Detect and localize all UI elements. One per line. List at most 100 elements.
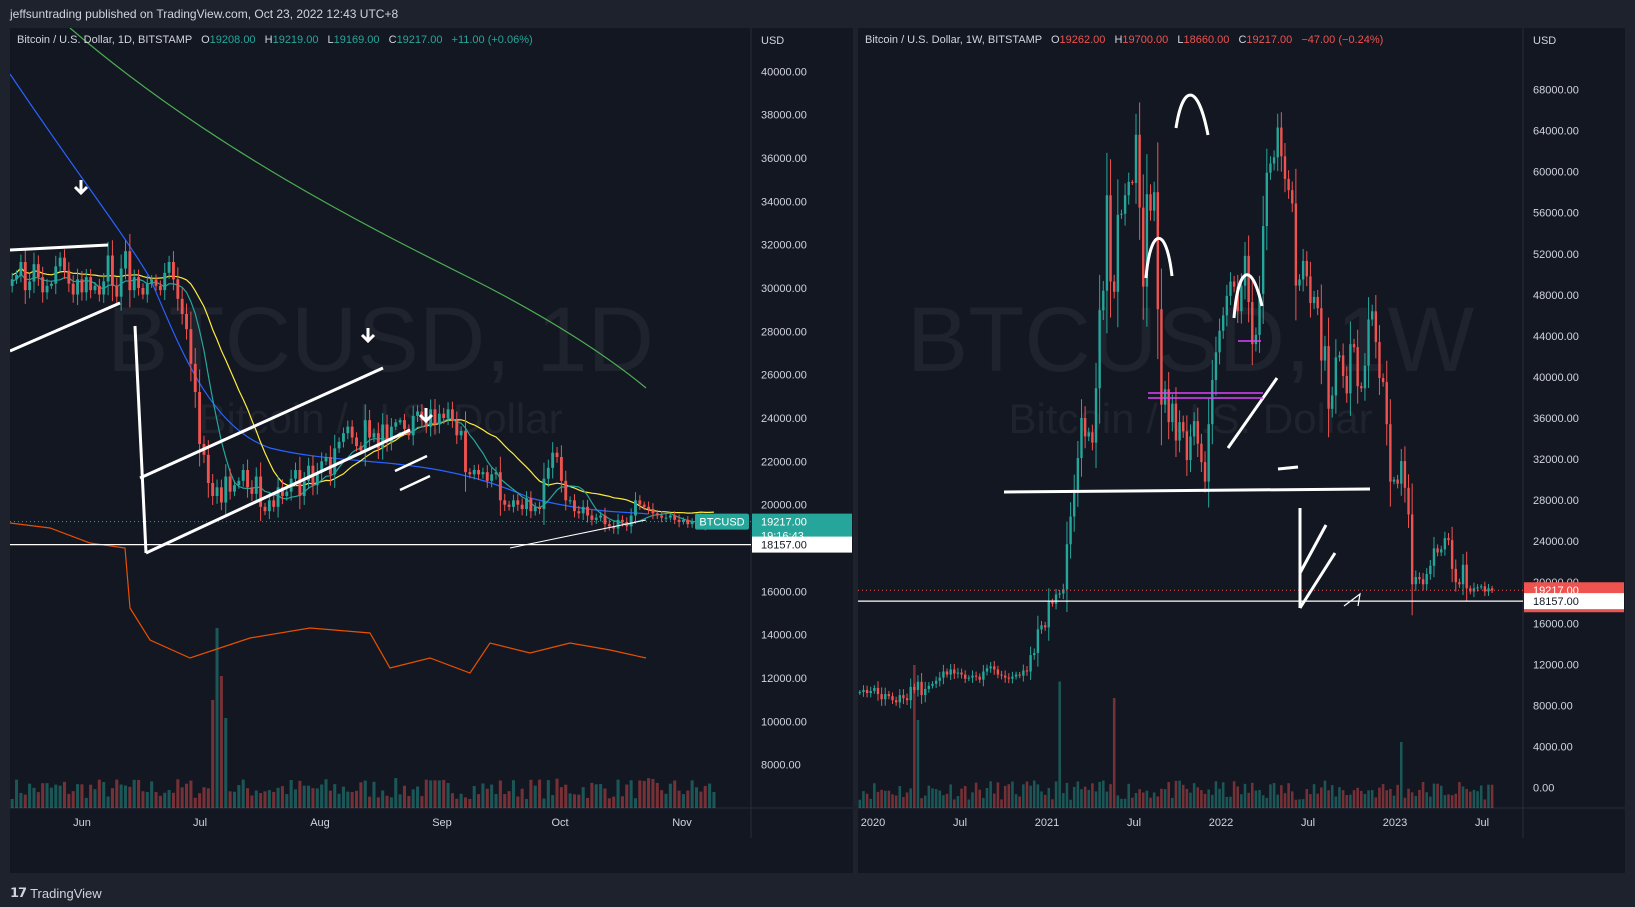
- volume-bar: [477, 794, 481, 808]
- volume-bar: [629, 780, 633, 808]
- volume-bar: [302, 785, 306, 808]
- candle-body: [110, 255, 114, 286]
- candle-body: [1080, 418, 1083, 459]
- volume-bar: [978, 789, 982, 808]
- volume-bar: [1236, 786, 1240, 808]
- volume-bar: [1269, 784, 1272, 808]
- daily-low: 19169.00: [333, 34, 380, 46]
- candle-body: [1327, 346, 1330, 409]
- candle-body: [1232, 281, 1236, 287]
- trendline-top-range: [10, 243, 109, 252]
- candle-body: [145, 283, 149, 295]
- volume-bar: [1472, 789, 1476, 808]
- candle-body: [494, 472, 498, 475]
- volume-bar: [359, 782, 363, 808]
- volume-bar: [1414, 795, 1418, 808]
- candle-body: [1294, 203, 1298, 286]
- volume-bar: [241, 779, 245, 808]
- candle-body: [71, 283, 75, 295]
- candle-body: [891, 696, 894, 701]
- y-tick-label: 22000.00: [761, 456, 807, 468]
- volume-bar: [1083, 786, 1087, 808]
- candle-body: [228, 476, 232, 492]
- volume-bar: [1399, 742, 1403, 808]
- volume-bar: [193, 797, 197, 808]
- volume-bar: [498, 780, 502, 808]
- candle-body: [985, 668, 989, 672]
- candle-body: [1403, 461, 1407, 488]
- candle-body: [1087, 432, 1090, 437]
- volume-bar: [858, 799, 862, 808]
- volume-bar: [1163, 789, 1167, 808]
- neckline: [1003, 487, 1371, 494]
- y-tick-label: 34000.00: [761, 196, 807, 208]
- candle-body: [503, 500, 507, 505]
- candle-body: [158, 285, 162, 291]
- weekly-low: 18660.00: [1183, 34, 1230, 46]
- volume-bar: [198, 793, 202, 808]
- volume-bar: [642, 780, 646, 808]
- candle-body: [989, 666, 992, 669]
- tv-logo-icon: 𝟭𝟳: [10, 885, 27, 900]
- volume-bar: [237, 785, 241, 808]
- tradingview-logo[interactable]: 𝟭𝟳 TradingView: [10, 885, 102, 901]
- candle-body: [1043, 625, 1047, 628]
- volume-bar: [1054, 781, 1058, 808]
- volume-bar: [1276, 794, 1279, 808]
- x-tick-label: Jul: [1475, 817, 1489, 829]
- y-tick-label: 20000.00: [761, 500, 807, 512]
- volume-bar: [1439, 785, 1443, 808]
- candle-body: [259, 476, 263, 507]
- candle-body: [1374, 311, 1378, 343]
- candle-body: [1127, 181, 1130, 196]
- volume-bar: [1196, 787, 1200, 808]
- candle-body: [333, 448, 337, 475]
- candle-body: [1240, 285, 1243, 312]
- volume-bar: [119, 784, 123, 808]
- candle-body: [559, 457, 563, 481]
- volume-bar: [1032, 780, 1036, 808]
- volume-bar: [1443, 795, 1447, 808]
- candle-body: [80, 279, 84, 293]
- volume-bar: [1294, 799, 1298, 808]
- volume-bar: [267, 790, 271, 808]
- volume-bar: [446, 783, 450, 808]
- volume-bar: [32, 787, 36, 808]
- candle-body: [1312, 296, 1316, 304]
- volume-bar: [45, 783, 49, 808]
- volume-bar: [420, 796, 424, 808]
- candle-body: [389, 426, 393, 442]
- candle-body: [163, 272, 167, 291]
- volume-bar: [599, 784, 603, 808]
- volume-bar: [1458, 782, 1461, 808]
- x-tick-label: Jul: [1127, 817, 1141, 829]
- candle-body: [1185, 431, 1189, 461]
- volume-bar: [1385, 790, 1389, 808]
- volume-bar: [1429, 796, 1432, 808]
- candle-body: [1152, 192, 1156, 211]
- head-arc: [1174, 93, 1210, 136]
- volume-bar: [381, 790, 385, 808]
- volume-bar: [463, 797, 468, 808]
- candle-body: [1091, 432, 1094, 443]
- volume-bar: [250, 795, 254, 808]
- candle-body: [468, 472, 472, 475]
- volume-bar: [625, 784, 629, 808]
- x-tick-label: 2020: [861, 817, 885, 829]
- candle-body: [581, 506, 585, 514]
- candle-body: [1000, 674, 1003, 676]
- candle-body: [620, 519, 624, 522]
- candle-body: [1134, 134, 1138, 183]
- volume-bar: [62, 781, 67, 808]
- daily-chart-pane[interactable]: Bitcoin / U.S. Dollar, 1D, BITSTAMP O192…: [10, 28, 853, 873]
- candle-body: [507, 504, 511, 507]
- weekly-chart-pane[interactable]: Bitcoin / U.S. Dollar, 1W, BITSTAMP O192…: [858, 28, 1625, 873]
- candle-body: [1196, 421, 1199, 444]
- candle-body: [150, 279, 154, 284]
- volume-bar: [876, 791, 880, 808]
- level-tag: [1524, 593, 1624, 610]
- volume-bar: [215, 628, 219, 808]
- weekly-close: 19217.00: [1246, 34, 1293, 46]
